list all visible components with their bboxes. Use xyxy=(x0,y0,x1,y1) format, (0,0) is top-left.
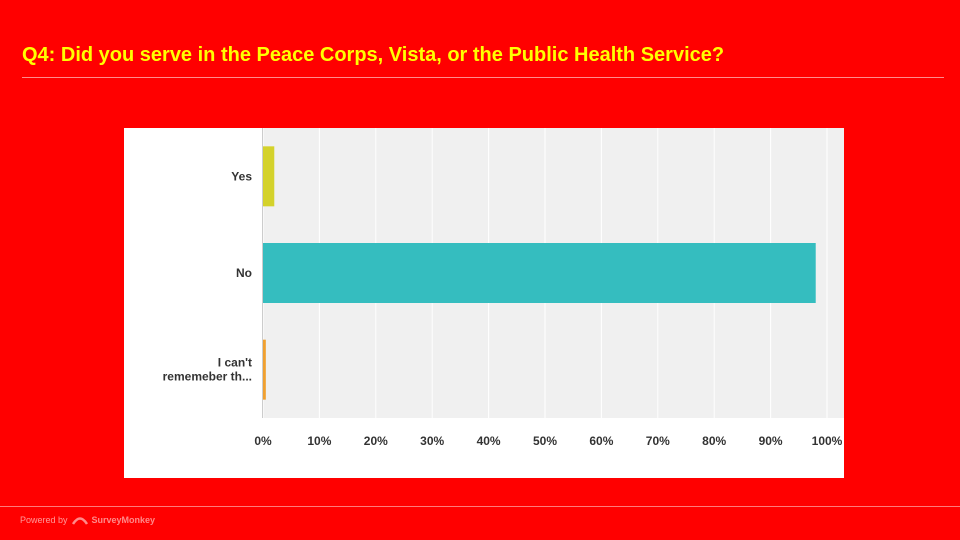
footer: Powered by SurveyMonkey xyxy=(20,515,155,525)
x-tick-label: 100% xyxy=(812,434,843,448)
bar-0 xyxy=(263,146,275,207)
slide-title: Q4: Did you serve in the Peace Corps, Vi… xyxy=(22,44,725,66)
category-label: No xyxy=(236,266,252,280)
x-tick-label: 0% xyxy=(254,434,272,448)
category-label: I can't xyxy=(218,356,252,370)
footer-divider xyxy=(0,506,960,507)
x-tick-label: 80% xyxy=(702,434,726,448)
category-label: rememeber th... xyxy=(163,370,252,384)
x-tick-label: 10% xyxy=(307,434,331,448)
x-tick-label: 70% xyxy=(646,434,670,448)
category-label: Yes xyxy=(231,169,252,183)
surveymonkey-brand: SurveyMonkey xyxy=(91,515,156,525)
bar-chart: Yes No I can't rememeber th... 0% 10% 20% 30% 40… xyxy=(124,128,844,478)
bar-2 xyxy=(263,339,266,400)
x-tick-label: 40% xyxy=(477,434,501,448)
powered-by-label: Powered by xyxy=(20,515,68,525)
title-divider xyxy=(22,77,944,78)
bar-1 xyxy=(263,243,816,303)
x-tick-label: 30% xyxy=(420,434,444,448)
surveymonkey-logo-icon xyxy=(71,517,88,525)
x-tick-label: 50% xyxy=(533,434,557,448)
x-tick-label: 60% xyxy=(589,434,613,448)
x-tick-label: 20% xyxy=(364,434,388,448)
x-tick-label: 90% xyxy=(759,434,783,448)
